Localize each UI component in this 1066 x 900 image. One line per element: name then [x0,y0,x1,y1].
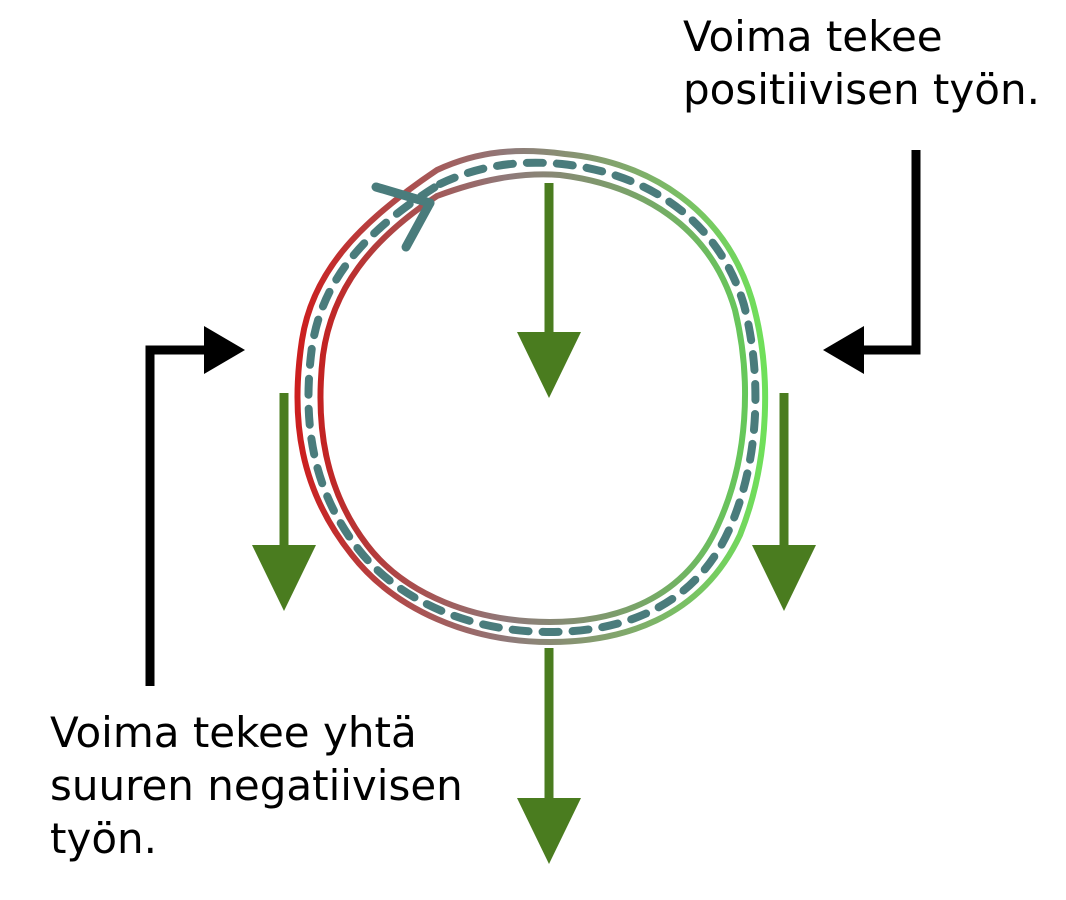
path-dashes [304,158,760,637]
force-arrow-left [252,393,316,611]
pointer-arrow-negative [145,326,245,686]
pointer-arrow-positive [823,150,921,374]
closed-path-loop [294,148,769,646]
label-line: suuren negatiivisen [50,761,463,810]
direction-arrow-icon [371,182,435,252]
loop-outer-edge [294,148,769,646]
label-line: Voima tekee yhtä [50,708,417,757]
label-positive-work: Voima tekee positiivisen työn. [683,10,1040,116]
label-line: työn. [50,814,157,863]
force-arrow-bottom [517,648,581,864]
label-line: positiivisen työn. [683,65,1040,114]
label-line: Voima tekee [683,12,943,61]
force-arrow-right [752,393,816,611]
force-arrow-top [517,183,581,398]
label-negative-work: Voima tekee yhtä suuren negatiivisen työ… [50,706,463,865]
loop-inner-edge [317,171,748,626]
